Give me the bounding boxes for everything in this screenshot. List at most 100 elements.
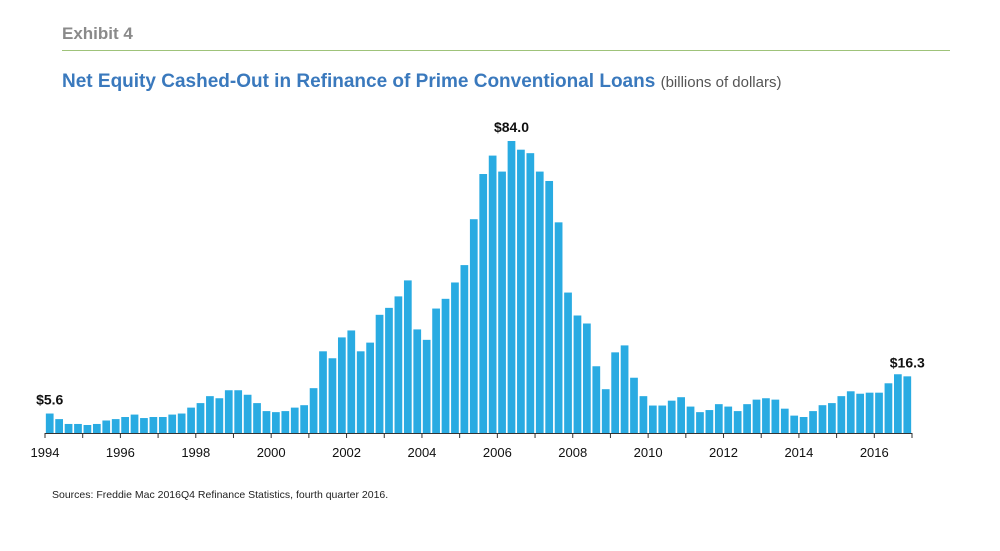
bar	[846, 391, 855, 433]
bar	[875, 392, 883, 433]
bar	[601, 389, 610, 433]
bar	[413, 329, 422, 433]
bar	[903, 376, 912, 433]
bar	[884, 383, 893, 433]
bar	[686, 406, 695, 433]
bar	[554, 222, 563, 433]
bar	[337, 337, 346, 433]
source-note: Sources: Freddie Mac 2016Q4 Refinance St…	[52, 489, 389, 501]
bar	[55, 419, 63, 433]
data-label: $5.6	[36, 392, 63, 408]
bar	[121, 417, 129, 433]
x-tick-label: 2008	[558, 445, 587, 460]
bar	[187, 407, 195, 433]
bar	[526, 153, 535, 434]
bar	[356, 351, 365, 433]
bar	[583, 323, 591, 433]
bar	[658, 405, 667, 433]
bar	[790, 415, 799, 433]
x-tick-label: 1996	[106, 445, 135, 460]
bar	[856, 393, 865, 433]
x-tick-label: 1998	[181, 445, 210, 460]
bar	[762, 398, 770, 433]
bar	[328, 358, 337, 433]
bar	[253, 403, 261, 433]
bar	[168, 414, 177, 433]
bar	[780, 408, 789, 433]
bar	[92, 423, 101, 433]
bar	[517, 149, 525, 433]
bar	[771, 399, 780, 433]
bar	[422, 339, 431, 433]
bar	[630, 377, 638, 433]
bar	[375, 314, 384, 433]
bar	[460, 265, 469, 433]
bar	[648, 405, 657, 433]
bar	[196, 403, 205, 433]
bar	[865, 392, 874, 433]
bar	[441, 298, 450, 433]
header-rule	[62, 50, 950, 51]
bar	[545, 180, 554, 433]
bar	[45, 413, 54, 433]
bar	[177, 413, 186, 433]
bar	[535, 171, 544, 433]
bar	[215, 398, 224, 433]
bar	[262, 411, 271, 433]
bar	[837, 396, 846, 433]
bar	[102, 420, 111, 433]
bar	[818, 405, 827, 433]
bar	[385, 307, 393, 433]
bar	[140, 418, 148, 433]
bar	[724, 406, 733, 433]
chart-subtitle: (billions of dollars)	[660, 74, 782, 91]
bar	[479, 174, 488, 433]
bar	[752, 399, 761, 433]
bar	[507, 141, 516, 433]
bar	[64, 423, 73, 433]
bar	[281, 411, 290, 433]
bar	[83, 425, 92, 433]
chart-title: Net Equity Cashed-Out in Refinance of Pr…	[62, 71, 656, 92]
bar	[224, 390, 233, 433]
exhibit-label: Exhibit 4	[62, 24, 133, 43]
bar	[149, 417, 158, 433]
bar	[243, 394, 252, 433]
bar	[206, 396, 214, 433]
x-tick-label: 2006	[483, 445, 512, 460]
x-tick-label: 2004	[407, 445, 436, 460]
bar	[498, 171, 506, 433]
bar	[696, 412, 704, 433]
chart-title-row: Net Equity Cashed-Out in Refinance of Pr…	[62, 71, 781, 93]
bar	[309, 388, 318, 433]
bar	[403, 280, 412, 433]
bar	[451, 282, 459, 433]
bar	[488, 155, 497, 433]
bar	[705, 410, 714, 433]
x-tick-label: 1994	[31, 445, 60, 460]
bar	[714, 404, 723, 433]
bar	[564, 292, 572, 433]
bar	[74, 423, 82, 433]
bar	[347, 330, 356, 433]
bar	[300, 405, 309, 433]
bar	[394, 296, 403, 433]
bar	[639, 396, 648, 433]
bar	[469, 219, 478, 433]
bar	[234, 390, 243, 433]
bar	[894, 374, 902, 433]
bar	[799, 417, 808, 433]
bar	[272, 412, 280, 433]
data-label: $16.3	[890, 354, 925, 370]
bar	[573, 315, 582, 433]
bar	[733, 411, 742, 433]
x-tick-label: 2000	[257, 445, 286, 460]
x-tick-label: 2014	[784, 445, 813, 460]
bar	[809, 411, 817, 433]
bar	[366, 342, 374, 433]
bar	[667, 400, 676, 433]
bar	[130, 414, 139, 433]
data-label: $84.0	[494, 119, 529, 135]
bar	[677, 397, 685, 433]
